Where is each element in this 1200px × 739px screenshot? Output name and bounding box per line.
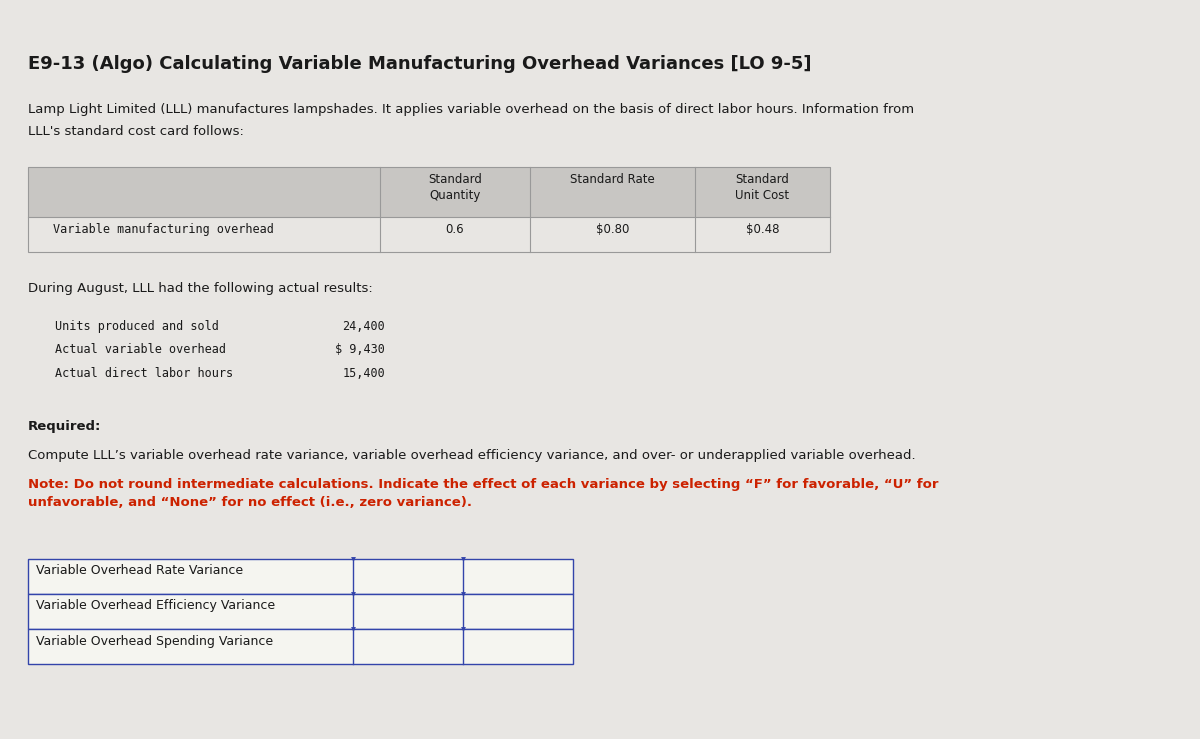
Text: Note: Do not round intermediate calculations. Indicate the effect of each varian: Note: Do not round intermediate calculat… [28, 478, 938, 509]
Text: Actual direct labor hours: Actual direct labor hours [55, 367, 233, 380]
Text: 24,400: 24,400 [342, 320, 385, 333]
Bar [380, 167, 830, 217]
Text: E9-13 (Algo) Calculating Variable Manufacturing Overhead Variances [LO 9-5]: E9-13 (Algo) Calculating Variable Manufa… [28, 55, 811, 73]
Bar [28, 167, 380, 217]
Text: Units produced and sold: Units produced and sold [55, 320, 218, 333]
Text: Lamp Light Limited (LLL) manufactures lampshades. It applies variable overhead o: Lamp Light Limited (LLL) manufactures la… [28, 103, 914, 116]
Text: $0.80: $0.80 [596, 223, 629, 236]
Text: $0.48: $0.48 [745, 223, 779, 236]
Text: Variable Overhead Rate Variance: Variable Overhead Rate Variance [36, 565, 244, 577]
Text: Compute LLL’s variable overhead rate variance, variable overhead efficiency vari: Compute LLL’s variable overhead rate var… [28, 449, 916, 461]
Text: Standard
Quantity: Standard Quantity [428, 173, 482, 202]
Bar [28, 593, 574, 628]
Text: Actual variable overhead: Actual variable overhead [55, 344, 226, 356]
Text: LLL's standard cost card follows:: LLL's standard cost card follows: [28, 125, 244, 138]
Bar [28, 628, 574, 664]
Text: 0.6: 0.6 [445, 223, 464, 236]
Bar [28, 559, 574, 593]
Bar [28, 167, 830, 252]
Text: Variable Overhead Efficiency Variance: Variable Overhead Efficiency Variance [36, 599, 275, 613]
Text: Variable manufacturing overhead: Variable manufacturing overhead [53, 223, 274, 236]
Text: Required:: Required: [28, 420, 101, 434]
Text: 15,400: 15,400 [342, 367, 385, 380]
Bar [28, 217, 830, 252]
Text: Standard
Unit Cost: Standard Unit Cost [736, 173, 790, 202]
Text: During August, LLL had the following actual results:: During August, LLL had the following act… [28, 282, 373, 295]
Text: Variable Overhead Spending Variance: Variable Overhead Spending Variance [36, 635, 274, 647]
Text: Standard Rate: Standard Rate [570, 173, 655, 186]
Text: $ 9,430: $ 9,430 [335, 344, 385, 356]
